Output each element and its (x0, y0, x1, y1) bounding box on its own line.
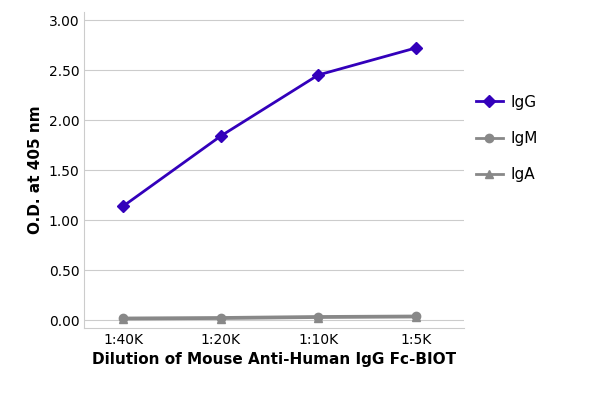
IgG (315, 73, 322, 78)
X-axis label: Dilution of Mouse Anti-Human IgG Fc-BIOT: Dilution of Mouse Anti-Human IgG Fc-BIOT (92, 352, 456, 368)
Line: IgA: IgA (119, 313, 420, 323)
IgA (412, 315, 419, 320)
IgA (315, 315, 322, 320)
IgA (120, 317, 127, 322)
Legend: IgG, IgM, IgA: IgG, IgM, IgA (476, 94, 538, 182)
IgM (315, 314, 322, 319)
IgG (412, 46, 419, 50)
Line: IgG: IgG (119, 44, 420, 210)
Line: IgM: IgM (119, 312, 420, 322)
IgA (217, 316, 224, 321)
IgM (120, 316, 127, 320)
IgG (217, 134, 224, 138)
IgM (412, 314, 419, 318)
Y-axis label: O.D. at 405 nm: O.D. at 405 nm (28, 106, 43, 234)
IgM (217, 315, 224, 320)
IgG (120, 204, 127, 208)
